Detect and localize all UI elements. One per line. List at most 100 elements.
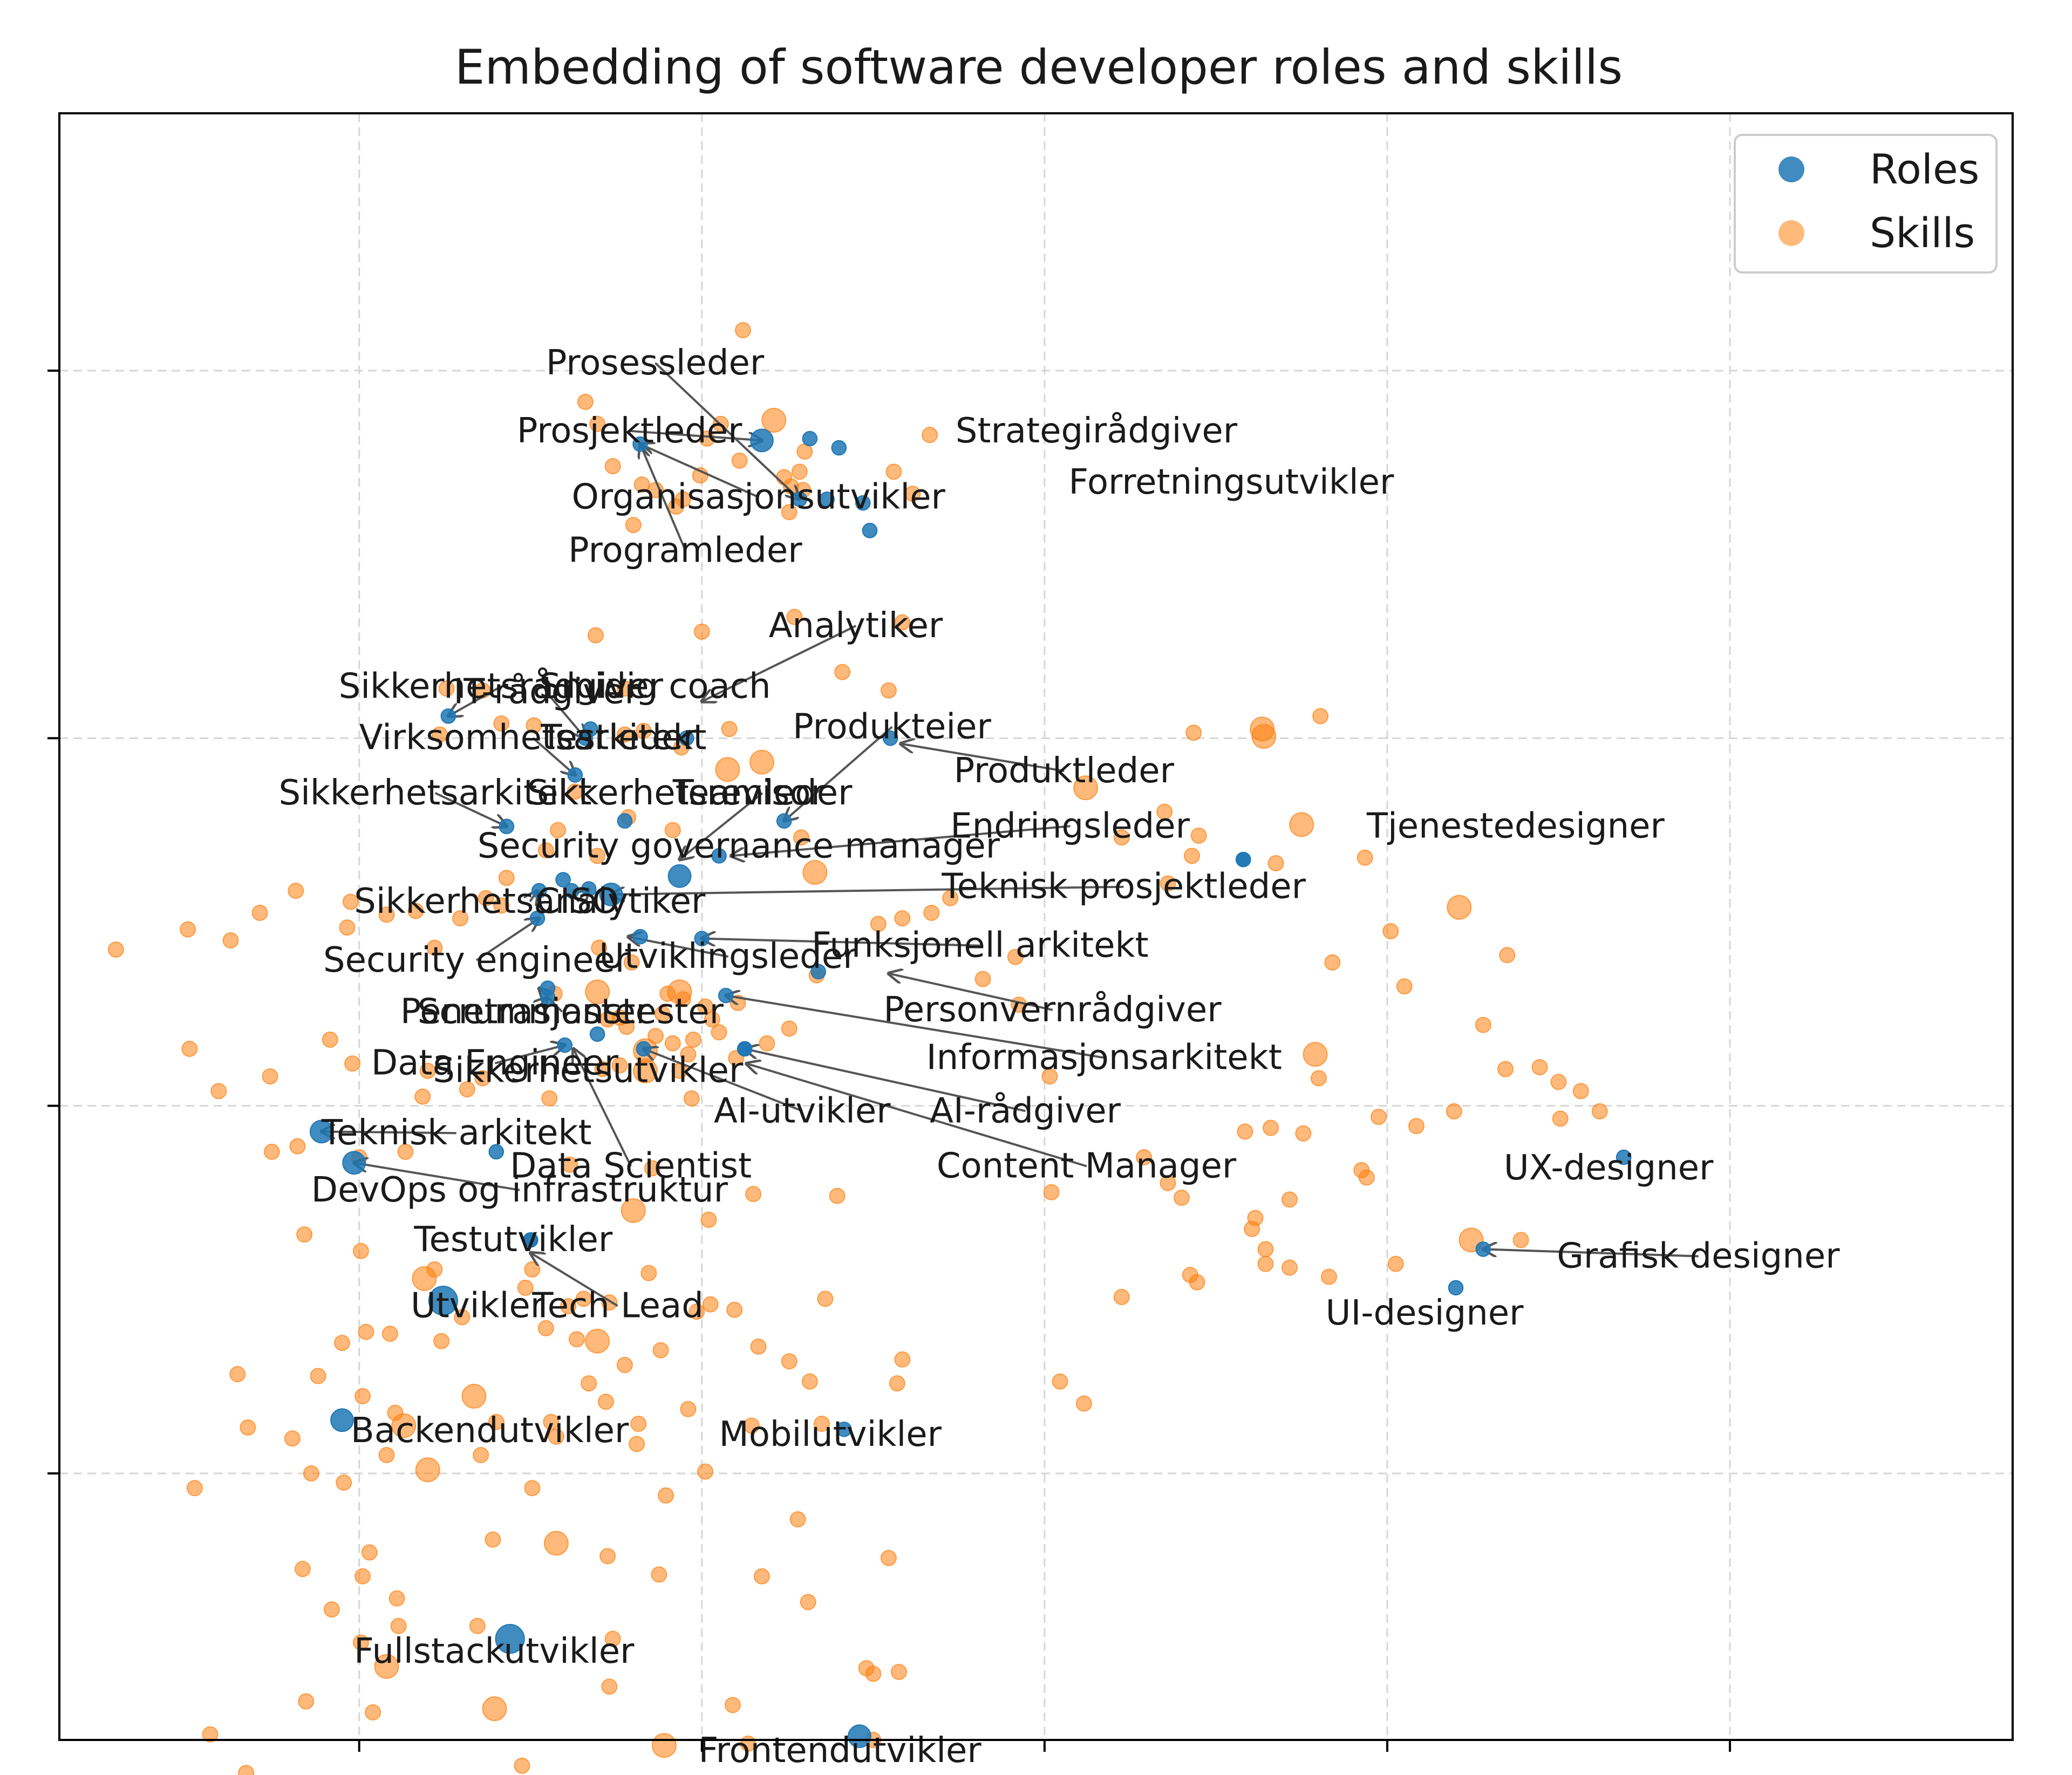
skill-point: [625, 517, 642, 534]
annotation-arrow: [532, 737, 575, 775]
skill-point: [1160, 875, 1176, 892]
skill-point: [648, 1028, 664, 1044]
skill-point: [355, 1568, 371, 1585]
skill-point: [310, 1368, 326, 1384]
skill-point: [459, 1081, 475, 1097]
role-label: Teamleder: [672, 773, 853, 813]
role-point: [1475, 1241, 1491, 1257]
annotation-arrow: [654, 362, 799, 500]
skill-point: [1357, 849, 1373, 866]
skill-point: [749, 749, 774, 775]
skill-point: [702, 1296, 719, 1313]
skill-point: [923, 904, 940, 921]
role-label: Data Scientist: [510, 1146, 752, 1186]
skill-point: [288, 883, 304, 899]
axis-ticks: [47, 369, 1732, 1752]
skill-point: [680, 1046, 697, 1063]
skill-point: [358, 1323, 374, 1340]
role-point: [581, 881, 597, 897]
skill-point: [793, 829, 809, 846]
role-label: Mobilutvikler: [719, 1415, 942, 1455]
skill-point: [745, 1186, 762, 1203]
skill-point: [1007, 948, 1024, 965]
skill-point: [585, 979, 610, 1005]
skill-point: [829, 1187, 846, 1204]
skill-point: [699, 431, 715, 447]
skill-point: [543, 1531, 569, 1556]
skill-point: [537, 842, 554, 859]
skill-point: [858, 1660, 875, 1677]
role-point: [495, 1624, 525, 1654]
skill-point: [474, 1070, 491, 1087]
skill-point: [1447, 895, 1472, 920]
skill-point: [616, 1357, 633, 1374]
skill-point: [303, 1465, 319, 1482]
skill-point: [587, 627, 604, 644]
role-label: Tech Lead: [531, 1286, 703, 1326]
skill-point: [322, 1032, 338, 1048]
role-point: [831, 440, 847, 456]
role-point: [564, 883, 580, 899]
skill-point: [514, 1757, 530, 1774]
annotation-arrow: [726, 995, 1105, 1059]
skill-point: [414, 1088, 431, 1105]
skill-point: [543, 1414, 560, 1430]
skill-point: [1387, 1255, 1404, 1272]
skill-point: [611, 1057, 628, 1074]
role-point: [636, 1041, 652, 1057]
annotation-arrow: [731, 825, 1071, 856]
skill-point: [352, 1634, 369, 1651]
role-point: [555, 872, 571, 888]
skill-point: [210, 1083, 227, 1100]
skill-point: [689, 1303, 705, 1320]
skill-point: [577, 393, 594, 410]
role-point: [540, 989, 556, 1005]
grid: [59, 113, 2013, 1740]
skill-point: [652, 1342, 669, 1358]
skill-point: [589, 848, 606, 864]
skill-point: [664, 1035, 681, 1052]
skill-point: [668, 499, 685, 515]
role-label: Sikkerhetsrådgiver: [339, 666, 664, 706]
role-label: Strategirådgiver: [956, 411, 1238, 451]
skill-point: [1446, 1103, 1462, 1119]
skill-point: [1263, 1119, 1279, 1136]
skill-point: [482, 1696, 507, 1722]
skill-point: [726, 1301, 743, 1318]
skill-point: [391, 1413, 417, 1438]
skill-point: [1321, 1268, 1337, 1285]
annotation-arrow: [448, 685, 502, 716]
skill-point: [1289, 812, 1314, 837]
annotation-arrow: [784, 726, 893, 821]
skill-point: [537, 1320, 554, 1336]
role-point: [810, 964, 827, 980]
skill-point: [616, 680, 633, 697]
annotation-arrow: [640, 444, 759, 499]
role-label: Security engineer: [323, 940, 630, 980]
annotation-arrow: [745, 1049, 1026, 1112]
skill-point: [640, 1265, 657, 1281]
skill-point: [344, 1055, 360, 1072]
skill-point: [568, 1331, 585, 1348]
skill-point: [697, 1463, 714, 1480]
skill-point: [222, 932, 239, 949]
annotation-arrow: [611, 885, 1124, 895]
skill-point: [802, 860, 828, 885]
role-label: Informasjonsarkitekt: [926, 1038, 1282, 1078]
role-point: [567, 767, 583, 783]
chart-title: Embedding of software developer roles an…: [455, 39, 1623, 95]
role-point: [855, 495, 871, 511]
role-label: Scrummaster: [418, 992, 650, 1032]
skill-point: [667, 979, 692, 1005]
role-point: [330, 1408, 354, 1432]
skill-point: [238, 1765, 255, 1775]
skill-point: [731, 452, 748, 469]
skill-point: [336, 1474, 352, 1491]
role-label: Analytiker: [769, 606, 943, 646]
skill-point: [589, 415, 606, 432]
skill-point: [323, 1601, 340, 1618]
role-point: [750, 428, 774, 453]
role-label: Prosjektleder: [517, 411, 742, 451]
skill-point: [789, 1511, 806, 1528]
skill-point: [599, 1548, 616, 1565]
